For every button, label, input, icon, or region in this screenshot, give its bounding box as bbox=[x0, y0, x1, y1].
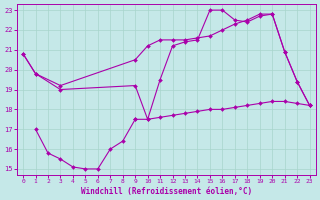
X-axis label: Windchill (Refroidissement éolien,°C): Windchill (Refroidissement éolien,°C) bbox=[81, 187, 252, 196]
